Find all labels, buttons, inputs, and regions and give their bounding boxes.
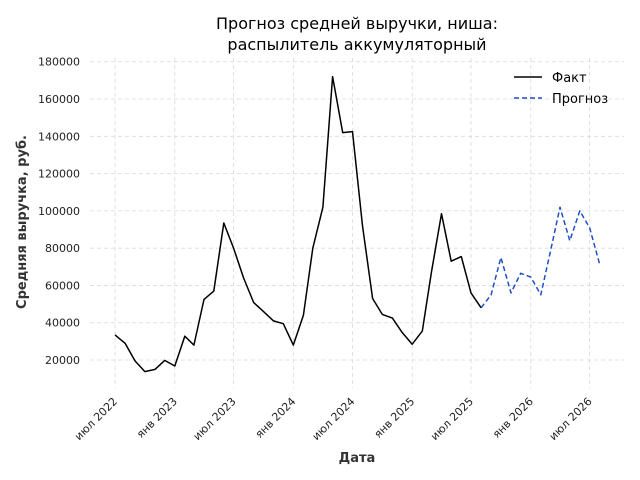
x-tick-label: июл 2024 [310,395,358,443]
legend-label-fact: Факт [552,71,587,86]
series-line-forecast [480,206,601,309]
x-tick-label: июл 2026 [547,395,595,443]
legend: Факт Прогноз [514,71,608,107]
y-tick-label: 120000 [38,168,80,181]
x-tick-label: янв 2025 [372,395,418,441]
y-tick-label: 160000 [38,93,80,106]
y-axis-ticks: 20000 40000 60000 80000 100000 120000 140000 16… [38,56,80,367]
x-tick-label: янв 2026 [490,395,536,441]
chart-title-line-1: Прогноз средней выручки, ниша: [216,14,498,33]
series-lines [114,75,601,373]
y-tick-label: 180000 [38,56,80,69]
legend-label-forecast: Прогноз [552,92,608,107]
x-tick-label: июл 2023 [191,395,239,443]
y-axis-label: Средняя выручка, руб. [15,135,30,309]
chart-title: Прогноз средней выручки, ниша: распылите… [216,14,498,54]
y-tick-label: 140000 [38,130,80,143]
series-line-fact [114,75,482,373]
chart-title-line-2: распылитель аккумуляторный [227,35,486,54]
x-tick-label: янв 2024 [253,395,299,441]
x-tick-label: июл 2022 [72,395,120,443]
x-tick-label: янв 2023 [134,395,180,441]
x-tick-label: июл 2025 [428,395,476,443]
y-tick-label: 100000 [38,205,80,218]
y-tick-label: 40000 [45,317,80,330]
grid [90,58,624,388]
y-tick-label: 20000 [45,354,80,367]
x-axis-label: Дата [339,451,376,466]
x-axis-ticks: июл 2022 янв 2023 июл 2023 янв 2024 июл 2024… [72,395,595,443]
y-tick-label: 60000 [45,279,80,292]
y-tick-label: 80000 [45,242,80,255]
